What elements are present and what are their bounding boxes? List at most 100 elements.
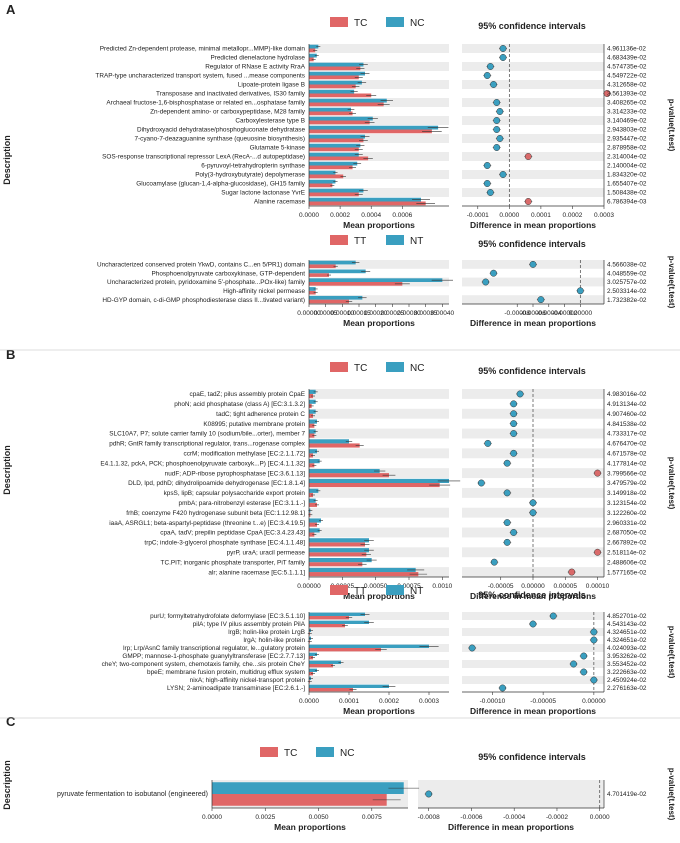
bar (309, 562, 363, 567)
p-value-axis-label: p-value(t.test) (667, 768, 676, 821)
p-value: 2.878958e-02 (607, 145, 647, 152)
bar (309, 548, 369, 553)
row-stripe (309, 660, 449, 668)
p-value: 2.960331e-02 (607, 520, 647, 527)
p-value: 3.561393e-02 (607, 91, 647, 98)
row-stripe (462, 295, 604, 304)
row-stripe (309, 80, 449, 89)
legend-label: NC (410, 363, 424, 374)
category-label: Dihydroxyacid dehydratase/phosphoglucona… (137, 127, 305, 134)
row-stripe (462, 468, 604, 479)
diff-point (529, 499, 537, 507)
bar (309, 429, 316, 434)
diff-point (590, 636, 598, 644)
bar (309, 542, 365, 547)
category-label: Carboxylesterase type B (235, 118, 305, 125)
legend-swatch (316, 747, 334, 757)
diff-axis-label: Difference in mean proportions (448, 822, 574, 832)
bar (309, 269, 366, 274)
bar (309, 620, 369, 624)
row-stripe (462, 116, 604, 125)
p-value: 3.408265e-02 (607, 100, 647, 107)
bar (309, 161, 358, 166)
bar (309, 483, 440, 488)
bar (309, 459, 320, 464)
diff-point (529, 620, 537, 628)
bar (309, 399, 316, 404)
x-tick-label: 0.0002 (330, 212, 350, 219)
diff-axis-label: Difference in mean proportions (470, 220, 596, 230)
category-label: pilA; type IV pilus assembly protein Pil… (193, 621, 306, 628)
diff-point (493, 126, 501, 133)
ci-title: 95% confidence intervals (478, 752, 586, 762)
bar (309, 116, 373, 121)
category-label: pdhR; GntR family transcriptional regula… (109, 441, 306, 448)
bar (309, 684, 389, 688)
diff-point (510, 529, 518, 536)
diff-point (482, 278, 490, 286)
diff-point (486, 189, 494, 196)
diff-point (590, 628, 598, 636)
row-stripe (462, 660, 604, 668)
p-value: 4.324651e-02 (607, 637, 647, 644)
bar (212, 794, 387, 806)
y-axis-label: Description (2, 760, 12, 810)
bar (309, 143, 361, 148)
diff-tick-label: -0.00005 (488, 583, 514, 590)
diff-axis-label: Difference in mean proportions (470, 318, 596, 328)
bar (309, 290, 316, 295)
category-label: purU; formyltetrahydrofolate deformylase… (150, 613, 305, 620)
category-label: E4.1.1.32, pckA, PCK; phosphoenolpyruvat… (100, 460, 305, 467)
bar (309, 528, 320, 533)
legend-label: TT (354, 586, 366, 597)
diff-point (503, 538, 511, 546)
p-value-axis-label: p-value(t.test) (667, 99, 676, 152)
diff-point (499, 171, 507, 178)
diff-point (510, 400, 518, 408)
ci-title: 95% confidence intervals (478, 590, 586, 600)
row-stripe (309, 507, 449, 518)
row-stripe (309, 547, 449, 558)
p-value: 4.312658e-02 (607, 82, 647, 89)
category-label: Alanine racemase (254, 199, 306, 206)
x-tick-label: 0.0075 (362, 814, 382, 821)
x-tick-label: 0.0000 (202, 814, 222, 821)
category-label: K08995; putative membrane protein (203, 421, 305, 428)
bar (309, 147, 359, 152)
category-label: cpaA, tadV; prepilin peptidase CpaA [EC:… (160, 530, 305, 537)
bar (309, 165, 353, 170)
diff-tick-label: 0.0001 (531, 212, 551, 219)
category-label: Uncharacterized conserved protein YkwD, … (97, 262, 305, 269)
category-label: Archaeal fructose-1,6-bisphosphatase or … (106, 100, 305, 107)
p-value: 1.834320e-02 (607, 172, 647, 179)
bar (309, 552, 367, 557)
category-label: tadC; tight adherence protein C (216, 411, 305, 418)
p-value: 3.123154e-02 (607, 500, 647, 507)
diff-tick-label: 0.0002 (562, 212, 582, 219)
y-axis-label: Description (2, 135, 12, 185)
diff-tick-label: -0.00005 (530, 698, 556, 705)
bar (309, 299, 349, 304)
x-axis-label: Mean proportions (343, 706, 415, 716)
row-stripe (309, 260, 449, 269)
p-value: 3.314233e-02 (607, 109, 647, 116)
row-stripe (462, 408, 604, 419)
p-value: 3.149918e-02 (607, 490, 647, 497)
row-stripe (309, 134, 449, 143)
category-label: SLC10A7, P7; solute carrier family 10 (s… (109, 431, 305, 438)
legend-swatch (330, 585, 348, 595)
p-value: 3.479579e-02 (607, 480, 647, 487)
diff-point (499, 684, 507, 692)
diff-point (510, 410, 518, 418)
ci-title: 95% confidence intervals (478, 21, 586, 31)
p-value: 3.553452e-02 (607, 661, 647, 668)
row-stripe (462, 134, 604, 143)
p-value: 4.913134e-02 (607, 401, 647, 408)
bar (309, 273, 329, 277)
bar (309, 478, 449, 483)
category-label: TRAP-type uncharacterized transport syst… (95, 73, 305, 80)
category-label: Glucoamylase (glucan-1,4-alpha-glucosida… (136, 181, 306, 188)
p-value: 1.655407e-02 (607, 181, 647, 188)
bar (309, 183, 333, 188)
diff-axis-label: Difference in mean proportions (470, 706, 596, 716)
